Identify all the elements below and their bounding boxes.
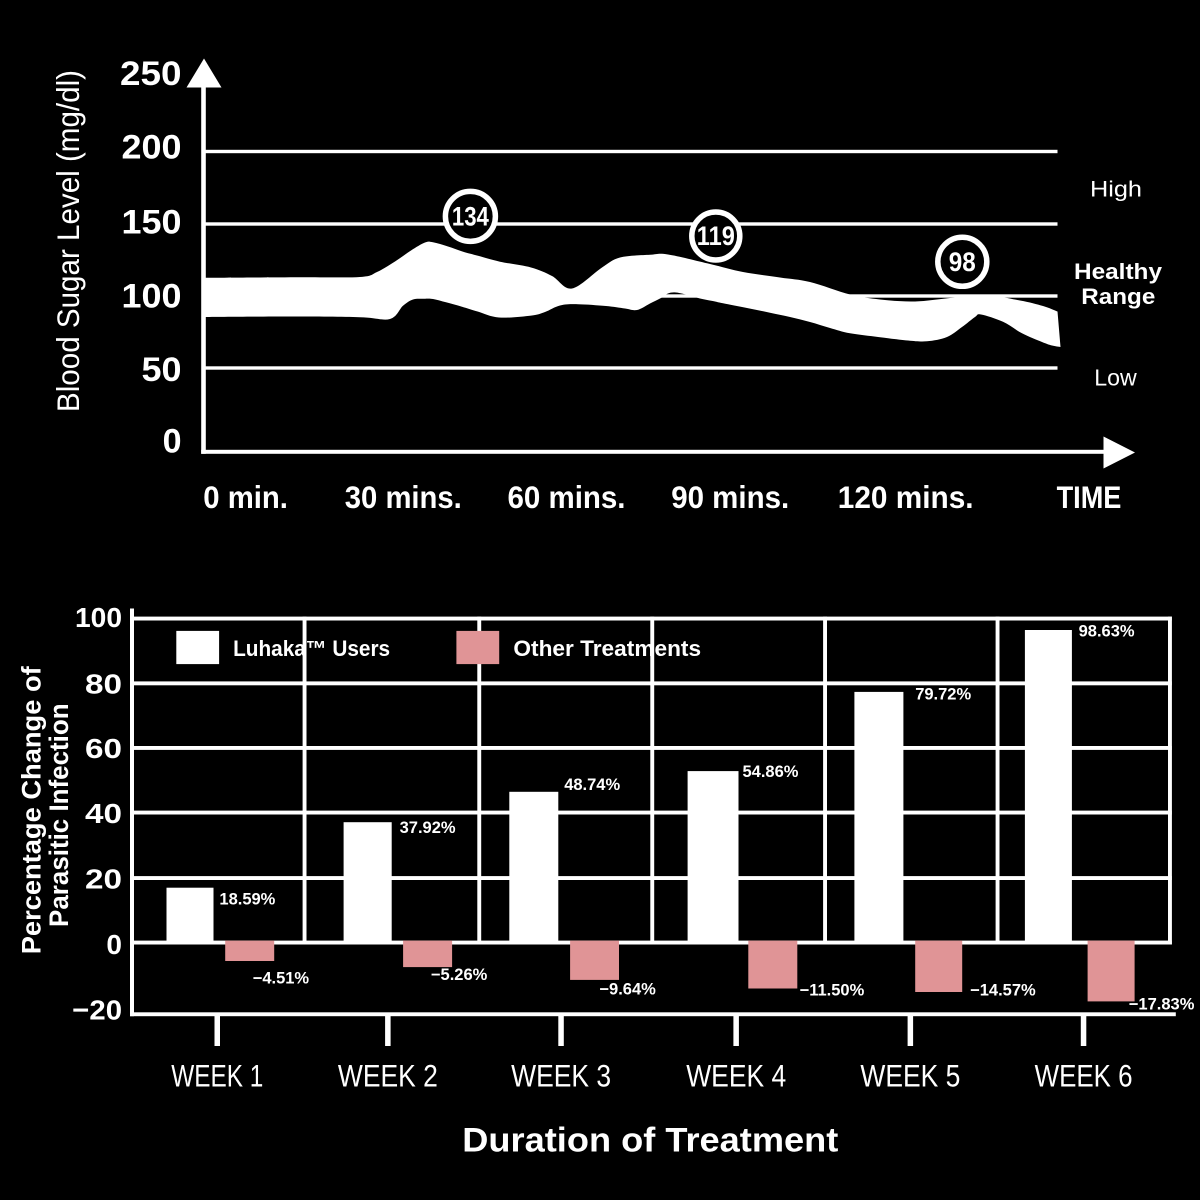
svg-text:WEEK 2: WEEK 2 bbox=[338, 1058, 438, 1094]
svg-text:WEEK 4: WEEK 4 bbox=[686, 1058, 786, 1094]
svg-text:50: 50 bbox=[142, 351, 182, 389]
svg-text:18.59%: 18.59% bbox=[219, 890, 275, 908]
svg-text:Low: Low bbox=[1094, 365, 1137, 391]
svg-text:200: 200 bbox=[122, 128, 182, 166]
svg-text:High: High bbox=[1090, 177, 1142, 202]
svg-text:134: 134 bbox=[452, 201, 489, 231]
svg-text:Percentage Change of: Percentage Change of bbox=[16, 665, 46, 954]
svg-text:Healthy: Healthy bbox=[1074, 259, 1163, 284]
svg-text:Parasitic Infection: Parasitic Infection bbox=[44, 703, 74, 927]
svg-text:WEEK 3: WEEK 3 bbox=[511, 1058, 611, 1094]
svg-text:30 mins.: 30 mins. bbox=[345, 479, 462, 515]
svg-text:Other Treatments: Other Treatments bbox=[513, 636, 701, 661]
svg-text:150: 150 bbox=[122, 203, 182, 241]
svg-text:0 min.: 0 min. bbox=[203, 479, 288, 515]
svg-text:−11.50%: −11.50% bbox=[800, 982, 865, 1000]
svg-text:98.63%: 98.63% bbox=[1079, 623, 1135, 641]
svg-text:100: 100 bbox=[122, 278, 182, 316]
svg-text:0: 0 bbox=[163, 423, 182, 461]
svg-text:WEEK 1: WEEK 1 bbox=[171, 1058, 263, 1094]
svg-text:40: 40 bbox=[85, 798, 122, 829]
svg-text:−17.83%: −17.83% bbox=[1129, 995, 1195, 1013]
svg-text:90 mins.: 90 mins. bbox=[671, 479, 789, 515]
svg-text:20: 20 bbox=[85, 863, 122, 894]
svg-text:Duration of Treatment: Duration of Treatment bbox=[462, 1122, 839, 1160]
svg-text:−20: −20 bbox=[72, 994, 122, 1025]
svg-text:60 mins.: 60 mins. bbox=[508, 479, 626, 515]
svg-text:98: 98 bbox=[949, 247, 976, 277]
svg-text:60: 60 bbox=[85, 733, 122, 764]
svg-text:Blood Sugar Level (mg/dl): Blood Sugar Level (mg/dl) bbox=[50, 70, 86, 412]
svg-text:250: 250 bbox=[120, 55, 182, 93]
svg-text:WEEK 6: WEEK 6 bbox=[1035, 1058, 1133, 1094]
svg-text:54.86%: 54.86% bbox=[743, 763, 799, 781]
svg-text:−4.51%: −4.51% bbox=[253, 969, 310, 987]
svg-text:TIME: TIME bbox=[1057, 479, 1122, 515]
svg-text:WEEK 5: WEEK 5 bbox=[860, 1058, 960, 1094]
svg-text:80: 80 bbox=[85, 669, 122, 700]
svg-text:48.74%: 48.74% bbox=[564, 776, 620, 794]
svg-text:100: 100 bbox=[75, 602, 122, 633]
svg-text:Luhaka™ Users: Luhaka™ Users bbox=[233, 636, 390, 661]
svg-text:79.72%: 79.72% bbox=[915, 686, 971, 704]
svg-text:−5.26%: −5.26% bbox=[431, 966, 488, 984]
svg-text:−14.57%: −14.57% bbox=[970, 982, 1036, 1000]
svg-text:119: 119 bbox=[697, 221, 735, 251]
svg-text:−9.64%: −9.64% bbox=[599, 981, 656, 999]
svg-text:37.92%: 37.92% bbox=[400, 819, 456, 837]
svg-text:120 mins.: 120 mins. bbox=[838, 479, 974, 515]
svg-text:0: 0 bbox=[106, 929, 122, 960]
svg-text:Range: Range bbox=[1081, 284, 1155, 309]
